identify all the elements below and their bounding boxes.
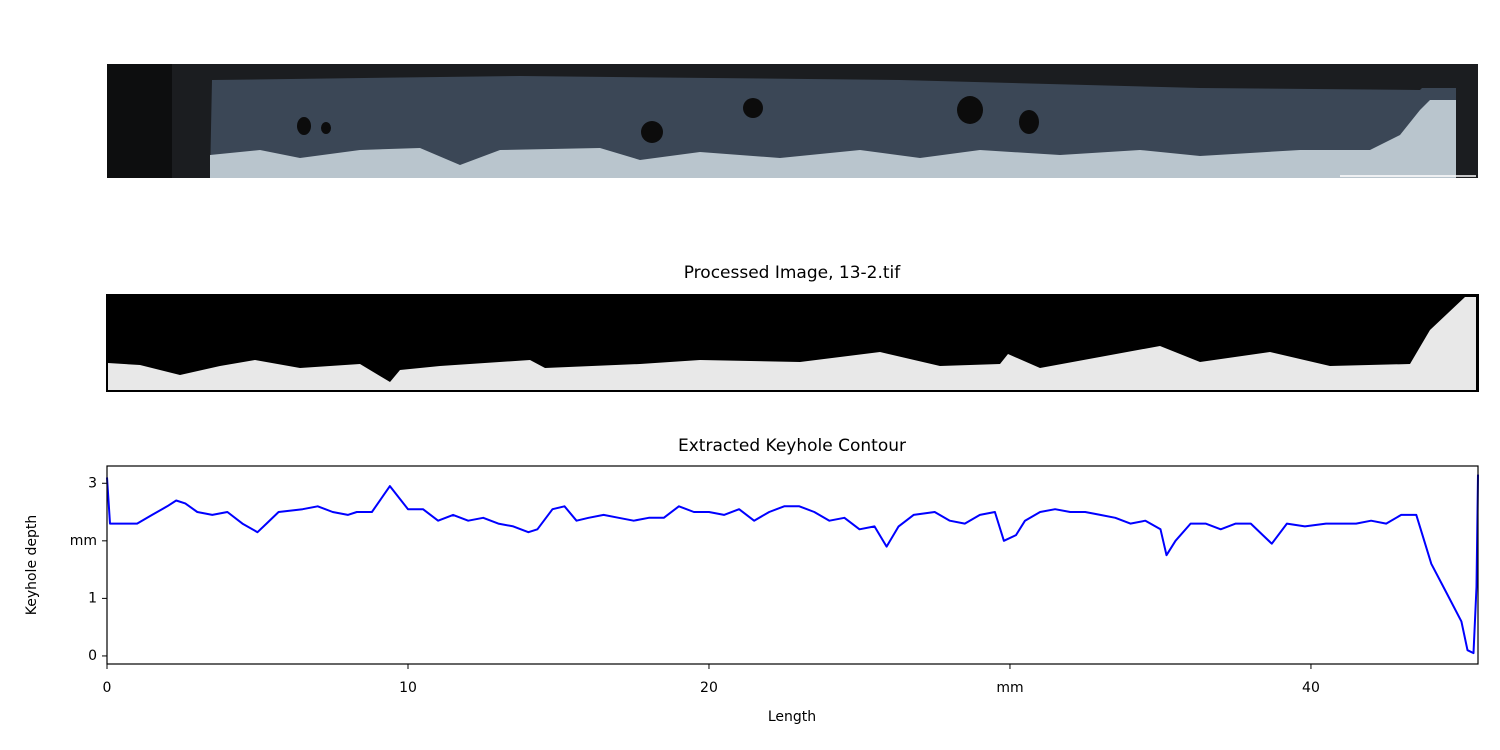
contour-line xyxy=(106,474,1479,655)
processed-image xyxy=(106,294,1479,392)
x-tick-label: 0 xyxy=(103,680,112,696)
x-tick-label: 10 xyxy=(399,680,417,696)
image-title: Processed Image, 13-2.tif xyxy=(684,263,902,283)
x-tick-label: 20 xyxy=(700,680,718,696)
y-axis-label: Keyhole depth xyxy=(24,515,40,616)
y-tick-label: 0 xyxy=(88,648,97,664)
plot-area: 0 10 20 mm 40 0 1 mm 3 xyxy=(70,465,1479,696)
y-tick-label: 1 xyxy=(88,590,97,606)
y-tick-label: 3 xyxy=(88,475,97,491)
chart-title: Extracted Keyhole Contour xyxy=(678,436,906,456)
x-tick-label: mm xyxy=(996,680,1023,696)
x-axis-label: Length xyxy=(768,709,816,725)
axes-frame xyxy=(106,465,1479,665)
micrograph xyxy=(107,64,1478,178)
y-tick-label: mm xyxy=(70,533,97,549)
x-tick-label: 40 xyxy=(1302,680,1320,696)
